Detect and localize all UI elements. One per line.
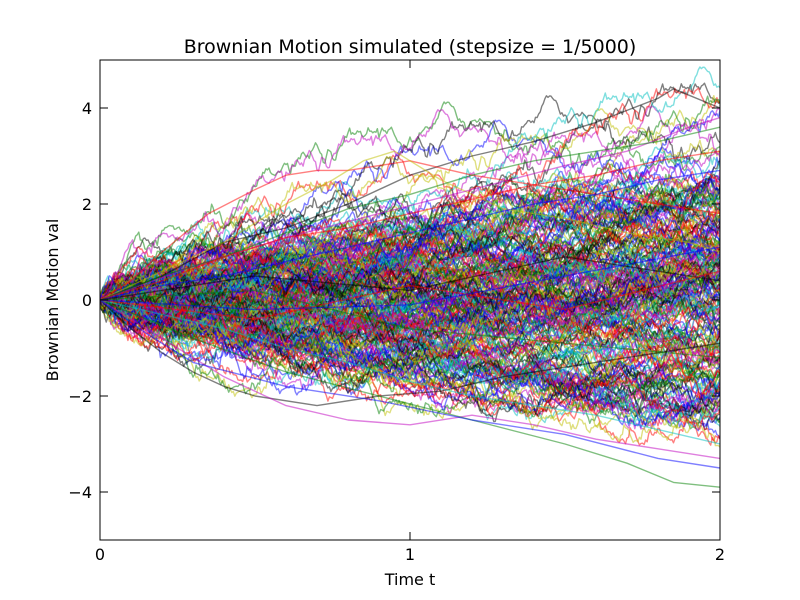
series-path	[100, 256, 720, 301]
series-path	[100, 150, 720, 301]
x-tick-label: 2	[715, 545, 725, 564]
y-tick-label: −4	[68, 483, 92, 502]
simulated-paths	[100, 66, 720, 488]
random-walk-path	[100, 276, 720, 413]
y-tick-label: −2	[68, 387, 92, 406]
random-walk-path	[100, 290, 720, 427]
series-path	[100, 169, 720, 301]
random-walk-path	[100, 201, 720, 319]
series-path	[100, 150, 720, 301]
y-tick-label: 4	[82, 99, 92, 118]
random-walk-path	[100, 178, 720, 301]
x-axis-label: Time t	[384, 570, 436, 589]
series-path	[100, 299, 720, 407]
random-walk-path	[100, 247, 720, 338]
random-walk-path	[100, 299, 720, 405]
random-walk-path	[100, 276, 720, 403]
series-path	[100, 160, 720, 301]
series-path	[100, 299, 720, 460]
series-path	[100, 299, 720, 469]
series-path	[100, 126, 720, 301]
axis-ticks: 0 1 2 4 2 0 −2 −4	[68, 60, 725, 564]
y-tick-label: 2	[82, 195, 92, 214]
series-path	[100, 246, 720, 311]
random-walk-path	[100, 283, 720, 430]
x-tick-label: 1	[405, 545, 415, 564]
random-walk-path	[100, 243, 720, 325]
random-walk-path	[100, 290, 720, 428]
random-walk-path	[100, 222, 720, 322]
series-path	[100, 88, 720, 301]
random-walk-path	[100, 189, 720, 317]
random-walk-path	[100, 109, 720, 301]
x-tick-label: 0	[95, 545, 105, 564]
series-path	[100, 289, 720, 359]
random-walk-path	[100, 298, 720, 448]
random-walk-path	[100, 155, 720, 301]
y-axis-label: Brownian Motion val	[43, 219, 62, 382]
random-walk-path	[100, 296, 720, 424]
chart-title: Brownian Motion simulated (stepsize = 1/…	[184, 36, 637, 58]
series-path	[100, 299, 720, 445]
random-walk-path	[100, 267, 720, 311]
series-path	[100, 270, 720, 320]
y-tick-label: 0	[82, 291, 92, 310]
random-walk-path	[100, 243, 720, 337]
random-walk-path	[100, 299, 720, 413]
